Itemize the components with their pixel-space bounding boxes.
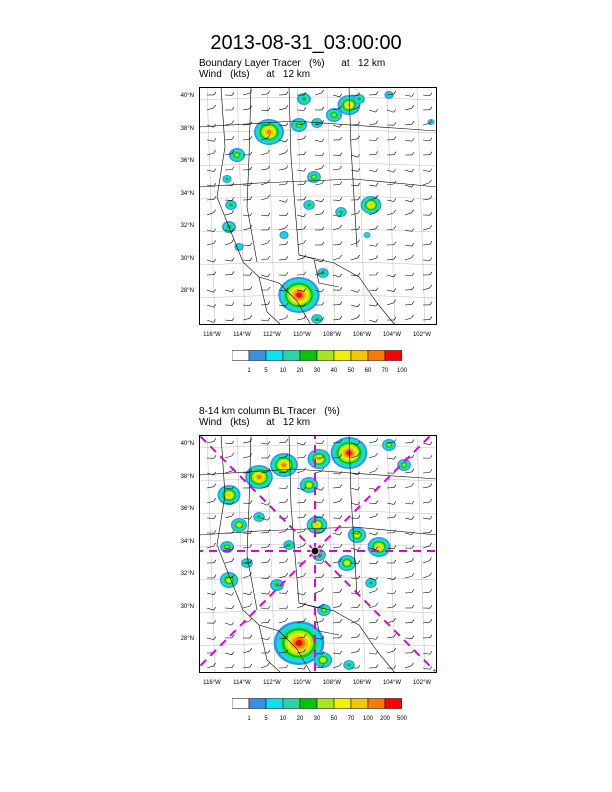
- panel1-colorbar-label: 1: [247, 368, 251, 374]
- panel1-colorbar-label: 10: [279, 368, 287, 374]
- wind-barbs: [206, 438, 433, 670]
- panel2-lon-label: 106°W: [352, 680, 372, 686]
- panel2-colorbar-label: 200: [379, 716, 390, 722]
- colorbar-swatch: [299, 698, 318, 709]
- panel2-lon-label: 110°W: [293, 680, 311, 686]
- panel1-colorbar-label: 5: [264, 368, 268, 374]
- panel2-lon-label: 112°W: [263, 680, 281, 686]
- colorbar-swatch: [367, 350, 386, 361]
- boundaries: [199, 87, 437, 325]
- panel1-colorbar-label: 40: [330, 368, 338, 374]
- panel1-lon-label: 102°W: [412, 332, 432, 338]
- panel1-lon-label: 108°W: [322, 332, 342, 338]
- colorbar-swatch: [232, 350, 250, 361]
- panel1-lat-label: 36°N: [180, 158, 194, 164]
- panel2-lon-label: 114°W: [233, 680, 251, 686]
- panel1-lat-label: 30°N: [180, 255, 194, 262]
- colorbar-swatch: [282, 350, 301, 361]
- panel2-colorbar-label: 100: [362, 716, 373, 722]
- panel2-lat-label: 28°N: [180, 636, 194, 642]
- panel2-lat-label: 38°N: [180, 473, 194, 480]
- colorbar-swatch: [248, 698, 267, 709]
- panel1-lat-label: 28°N: [180, 288, 194, 294]
- panel2-lat-label: 34°N: [180, 538, 194, 545]
- colorbar-swatch: [367, 698, 386, 709]
- panel1-lon-label: 110°W: [293, 332, 311, 338]
- panel1-colorbar-label: 60: [364, 368, 372, 374]
- colorbar-swatch: [333, 350, 352, 361]
- panel2-colorbar-label: 20: [296, 716, 304, 722]
- tracer-field: [217, 437, 411, 670]
- colorbar-swatch: [232, 698, 250, 709]
- panel2-colorbar-label: 10: [279, 716, 287, 722]
- panel2-colorbar-label: 500: [396, 716, 407, 722]
- colorbar-swatch: [316, 350, 335, 361]
- colorbar-swatch: [333, 698, 352, 709]
- panel2-colorbar-label: 5: [264, 716, 268, 722]
- colorbar-swatch: [265, 698, 284, 709]
- panel2-title-line2: Wind (kts) at 12 km: [199, 417, 311, 428]
- panel2-lat-label: 36°N: [180, 506, 194, 512]
- sector-lines: [199, 435, 437, 673]
- panel2-lon-label: 104°W: [382, 680, 402, 686]
- panel1-colorbar-label: 50: [347, 368, 355, 374]
- panel1-lon-label: 104°W: [382, 332, 402, 338]
- panel2-colorbar-label: 30: [313, 716, 321, 722]
- panel1-colorbar-label: 70: [381, 368, 389, 374]
- panel1-colorbar-label: 100: [396, 368, 407, 374]
- panel1-lat-label: 34°N: [180, 190, 194, 197]
- panel1-map: [199, 87, 437, 325]
- panel1-title-line1: Boundary Layer Tracer (%) at 12 km: [199, 58, 386, 69]
- panel1-lon-label: 106°W: [352, 332, 372, 338]
- panel1-colorbar-label: 30: [313, 368, 321, 374]
- panel2-colorbar-label: 50: [330, 716, 338, 722]
- panel1-lon-label: 114°W: [233, 332, 251, 338]
- colorbar-swatch: [350, 350, 369, 361]
- main-title: 2013-08-31_03:00:00: [210, 32, 402, 54]
- panel2-lat-label: 32°N: [180, 571, 194, 577]
- center-point-marker: [310, 546, 320, 556]
- panel1-lon-label: 116°W: [203, 332, 221, 338]
- colorbar-swatch: [316, 698, 335, 709]
- panel1-lat-label: 32°N: [180, 223, 194, 229]
- colorbar-swatch: [384, 350, 402, 361]
- panel1-lon-label: 112°W: [263, 332, 281, 338]
- panel2-lon-label: 108°W: [322, 680, 342, 686]
- panel2-lat-label: 40°N: [180, 441, 194, 447]
- panel1-lat-label: 38°N: [180, 125, 194, 132]
- panel2-lon-label: 102°W: [412, 680, 432, 686]
- panel1-colorbar: [232, 350, 402, 361]
- colorbar-swatch: [282, 698, 301, 709]
- colorbar-swatch: [299, 350, 318, 361]
- panel2-colorbar-label: 70: [347, 716, 355, 722]
- panel2-colorbar-label: 1: [247, 716, 251, 722]
- panel1-colorbar-label: 20: [296, 368, 304, 374]
- panel1-lat-label: 40°N: [180, 93, 194, 99]
- panel2-map: [199, 435, 437, 673]
- colorbar-swatch: [265, 350, 284, 361]
- panel2-lon-label: 116°W: [203, 680, 221, 686]
- panel1-title-line2: Wind (kts) at 12 km: [199, 69, 311, 80]
- wind-barbs: [206, 89, 433, 323]
- panel2-lat-label: 30°N: [180, 603, 194, 610]
- panel2-title-line1: 8-14 km column BL Tracer (%): [199, 406, 340, 417]
- colorbar-swatch: [248, 350, 267, 361]
- colorbar-swatch: [350, 698, 369, 709]
- panel2-colorbar: [232, 698, 402, 709]
- colorbar-swatch: [384, 698, 402, 709]
